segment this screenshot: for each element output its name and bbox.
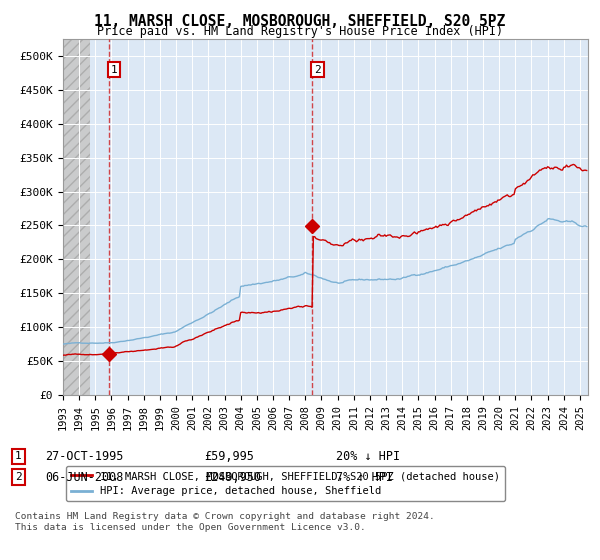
Text: 2: 2 bbox=[314, 65, 321, 74]
Text: 06-JUN-2008: 06-JUN-2008 bbox=[45, 470, 124, 484]
Text: £249,950: £249,950 bbox=[204, 470, 261, 484]
Text: £59,995: £59,995 bbox=[204, 450, 254, 463]
Text: 2: 2 bbox=[15, 472, 22, 482]
Text: 27-OCT-1995: 27-OCT-1995 bbox=[45, 450, 124, 463]
Legend: 11, MARSH CLOSE, MOSBOROUGH, SHEFFIELD, S20 5PZ (detached house), HPI: Average p: 11, MARSH CLOSE, MOSBOROUGH, SHEFFIELD, … bbox=[65, 466, 505, 501]
Bar bbox=[63, 39, 91, 395]
Text: Price paid vs. HM Land Registry's House Price Index (HPI): Price paid vs. HM Land Registry's House … bbox=[97, 25, 503, 38]
Text: 20% ↓ HPI: 20% ↓ HPI bbox=[336, 450, 400, 463]
Text: Contains HM Land Registry data © Crown copyright and database right 2024.
This d: Contains HM Land Registry data © Crown c… bbox=[15, 512, 435, 532]
Text: 11, MARSH CLOSE, MOSBOROUGH, SHEFFIELD, S20 5PZ: 11, MARSH CLOSE, MOSBOROUGH, SHEFFIELD, … bbox=[94, 14, 506, 29]
Text: 1: 1 bbox=[15, 451, 22, 461]
Text: 1: 1 bbox=[110, 65, 117, 74]
Text: 7% ↑ HPI: 7% ↑ HPI bbox=[336, 470, 393, 484]
